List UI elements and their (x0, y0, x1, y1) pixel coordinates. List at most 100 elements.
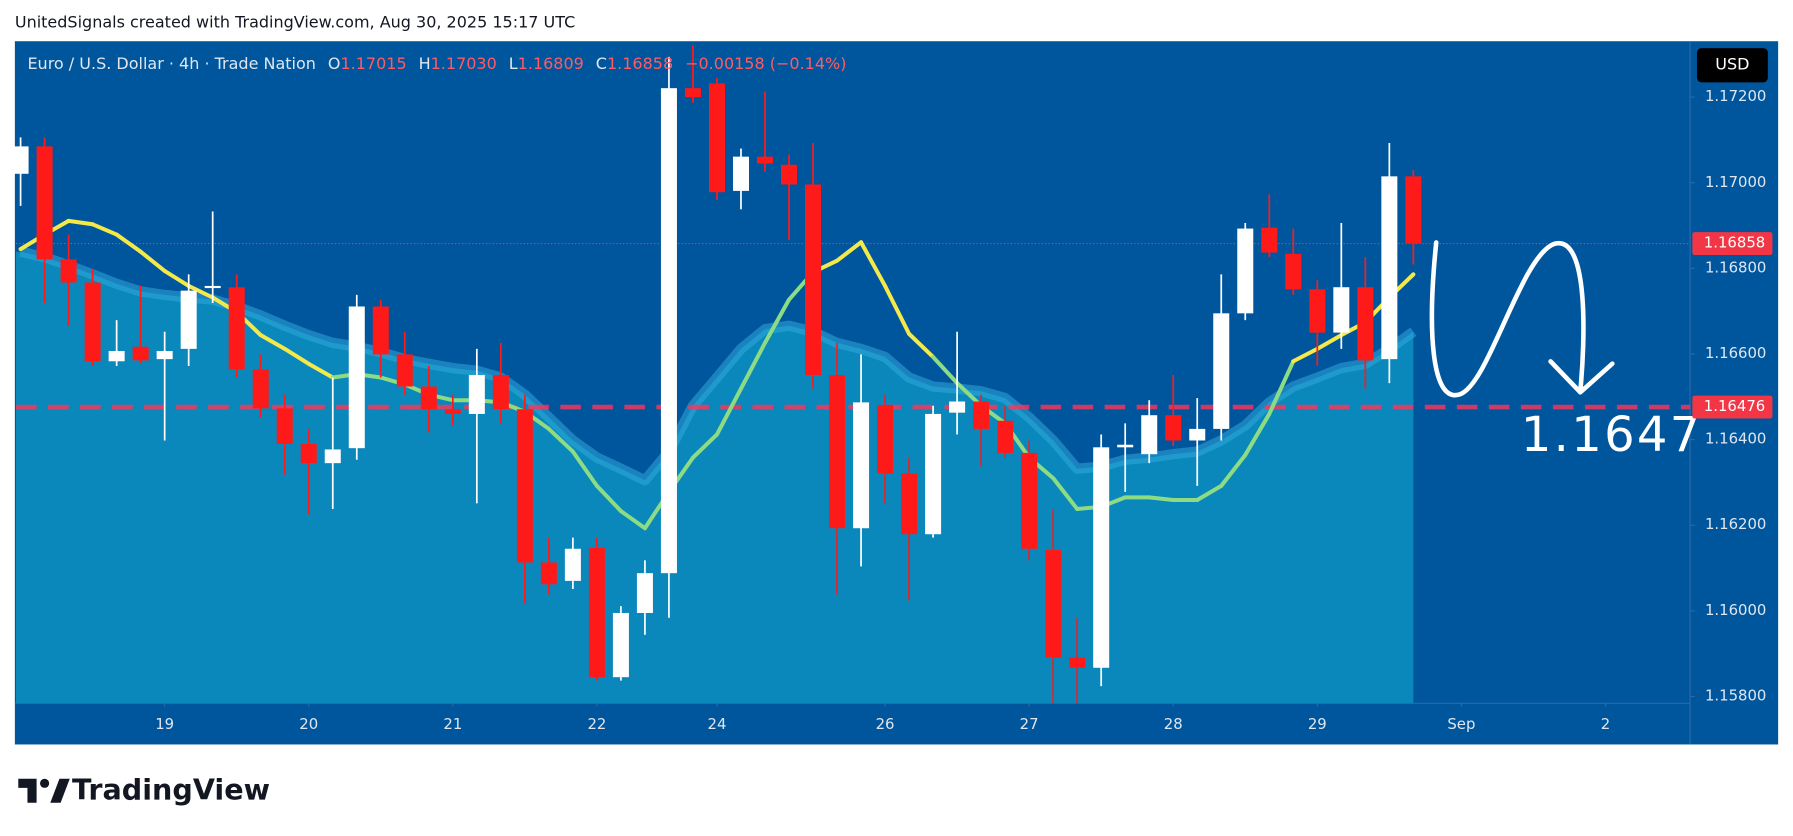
logo-dot (40, 778, 50, 788)
candle-body (901, 473, 918, 535)
x-tick-label: 2 (1601, 715, 1610, 733)
ohlc-value: 1.16809 (518, 54, 584, 73)
ma-line (546, 426, 575, 454)
ma-line (186, 283, 215, 300)
header: UnitedSignals created with TradingView.c… (15, 12, 575, 31)
currency-button[interactable] (1696, 48, 1768, 83)
x-tick-label: 22 (587, 715, 606, 733)
x-tick-label: 20 (299, 715, 318, 733)
candle-body (588, 547, 605, 678)
logo-slash (50, 778, 70, 803)
candle-body (132, 346, 149, 361)
candle-body (805, 184, 822, 375)
drawn-arrow (1429, 240, 1586, 398)
ohlc-name: O (328, 54, 341, 73)
x-tick-label: 19 (155, 715, 174, 733)
ma-line (282, 346, 311, 366)
candle-body (420, 386, 437, 410)
ma-line (1147, 495, 1176, 502)
ohlc-value: 1.16858 (607, 54, 673, 73)
candle-body (228, 287, 245, 370)
ma-line (714, 386, 743, 437)
price-tag (1692, 232, 1773, 255)
candle-body (636, 573, 653, 613)
candle-body (732, 156, 749, 191)
ma-line (1195, 483, 1224, 502)
symbol: Euro / U.S. Dollar · 4h · Trade Nation (27, 54, 315, 73)
candle-body (853, 402, 870, 529)
x-tick-label: Sep (1447, 715, 1475, 733)
candle-body (925, 413, 942, 535)
price-tag-label: 1.16858 (1704, 234, 1765, 252)
candle-body (708, 83, 725, 193)
ma-line (618, 509, 647, 531)
ma-line (907, 331, 936, 359)
y-tick-label: 1.16000 (1705, 601, 1766, 619)
candle-body (1405, 176, 1422, 244)
candle-body (348, 306, 365, 449)
candle-body (1165, 415, 1182, 441)
candle-body (1045, 550, 1062, 658)
x-tick-label: 24 (708, 715, 727, 733)
candle-body (1237, 228, 1254, 314)
candle-body (372, 306, 389, 355)
candle-body (564, 548, 581, 581)
area-fill (16, 251, 1414, 704)
candle-body (1189, 428, 1206, 441)
candle-body (444, 409, 461, 414)
candle-body (949, 401, 966, 413)
candle-body (516, 409, 533, 563)
change: −0.00158 (−0.14%) (685, 54, 846, 73)
candle-body (1261, 227, 1278, 253)
candle-body (540, 562, 557, 585)
candle-body (781, 164, 798, 185)
ma-line (1291, 346, 1320, 364)
ma-line (931, 354, 960, 386)
ma-line (258, 333, 287, 351)
candle-body (12, 146, 29, 174)
candle-body (204, 285, 221, 289)
ohlc-value: 1.17030 (431, 54, 497, 73)
candle-body (660, 88, 677, 574)
ma-line (738, 340, 767, 391)
ma-line (138, 249, 167, 273)
candle-body (276, 408, 293, 444)
ma-line (690, 432, 719, 460)
candle-body (973, 401, 990, 429)
ohlc-name: H (419, 54, 431, 73)
candle-body (324, 449, 341, 464)
y-tick-label: 1.16200 (1705, 515, 1766, 533)
brand: TradingView (72, 772, 270, 806)
x-tick-label: 21 (443, 715, 462, 733)
y-tick-label: 1.16400 (1705, 430, 1766, 448)
ma-line (162, 268, 191, 288)
arrow-head (1548, 359, 1615, 395)
candle-body (756, 156, 774, 164)
candle-body (36, 146, 53, 260)
candle-body (396, 354, 413, 387)
candle-body (1309, 289, 1326, 333)
candle-body (1141, 415, 1158, 455)
ma-line (114, 232, 143, 254)
candle-body (252, 369, 269, 409)
ma-line (859, 240, 888, 288)
candle-body (829, 374, 846, 529)
ohlc-name: C (596, 54, 607, 73)
candle-body (877, 404, 894, 474)
x-tick-label: 29 (1308, 715, 1327, 733)
candle-body (1093, 447, 1110, 668)
candle-body (180, 290, 197, 349)
x-tick-label: 26 (876, 715, 895, 733)
ohlc-value: 1.17015 (340, 54, 406, 73)
candle-body (1381, 176, 1398, 360)
candle-body (108, 351, 125, 362)
candle-body (1213, 313, 1230, 429)
ma-line (1219, 453, 1248, 488)
currency-label[interactable]: USD (1715, 55, 1749, 74)
x-tick-label: 28 (1164, 715, 1183, 733)
y-tick-label: 1.15800 (1705, 686, 1766, 704)
y-tick-label: 1.17000 (1705, 173, 1766, 191)
candle-body (1021, 452, 1038, 549)
annotation: 1.1647 (1521, 407, 1703, 463)
